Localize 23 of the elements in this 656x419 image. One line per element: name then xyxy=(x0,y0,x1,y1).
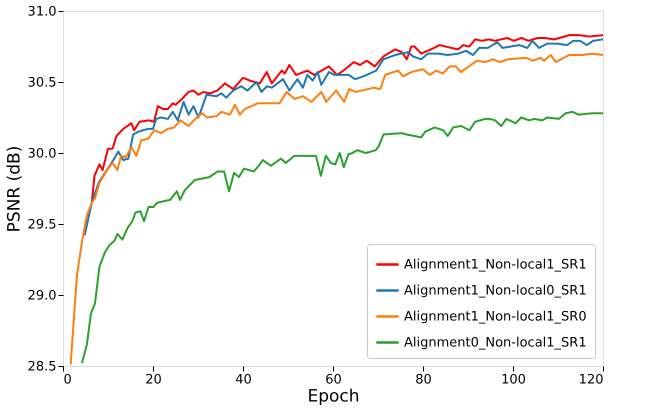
line-series xyxy=(80,110,603,364)
legend-label: Alignment1_Non-local1_SR0 xyxy=(404,310,587,324)
y-tick-label: 29.5 xyxy=(28,218,56,232)
line-series xyxy=(84,38,603,236)
line-series xyxy=(70,52,603,366)
y-tick-label: 29.0 xyxy=(28,288,56,304)
y-tick-label: 30.0 xyxy=(28,146,56,162)
y-tick-label: 30.5 xyxy=(28,76,56,90)
legend-label: Alignment1_Non-local1_SR1 xyxy=(404,258,587,272)
y-tick-label: 28.5 xyxy=(28,360,56,374)
x-tick-label: 100 xyxy=(501,372,526,388)
x-tick-label: 80 xyxy=(415,372,432,388)
x-tick-label: 60 xyxy=(325,372,342,388)
x-tick-label: 120 xyxy=(578,372,604,388)
x-tick-label: 40 xyxy=(235,372,252,388)
x-tick-label: 0 xyxy=(64,372,72,388)
x-tick-label: 20 xyxy=(145,372,162,388)
line-series xyxy=(90,34,603,204)
legend-label: Alignment1_Non-local0_SR1 xyxy=(404,284,587,298)
y-axis-title: PSNR (dB) xyxy=(4,146,25,232)
x-axis-title: Epoch xyxy=(307,386,360,406)
y-tick-label: 31.0 xyxy=(28,4,56,20)
legend-label: Alignment0_Non-local1_SR1 xyxy=(404,336,587,350)
